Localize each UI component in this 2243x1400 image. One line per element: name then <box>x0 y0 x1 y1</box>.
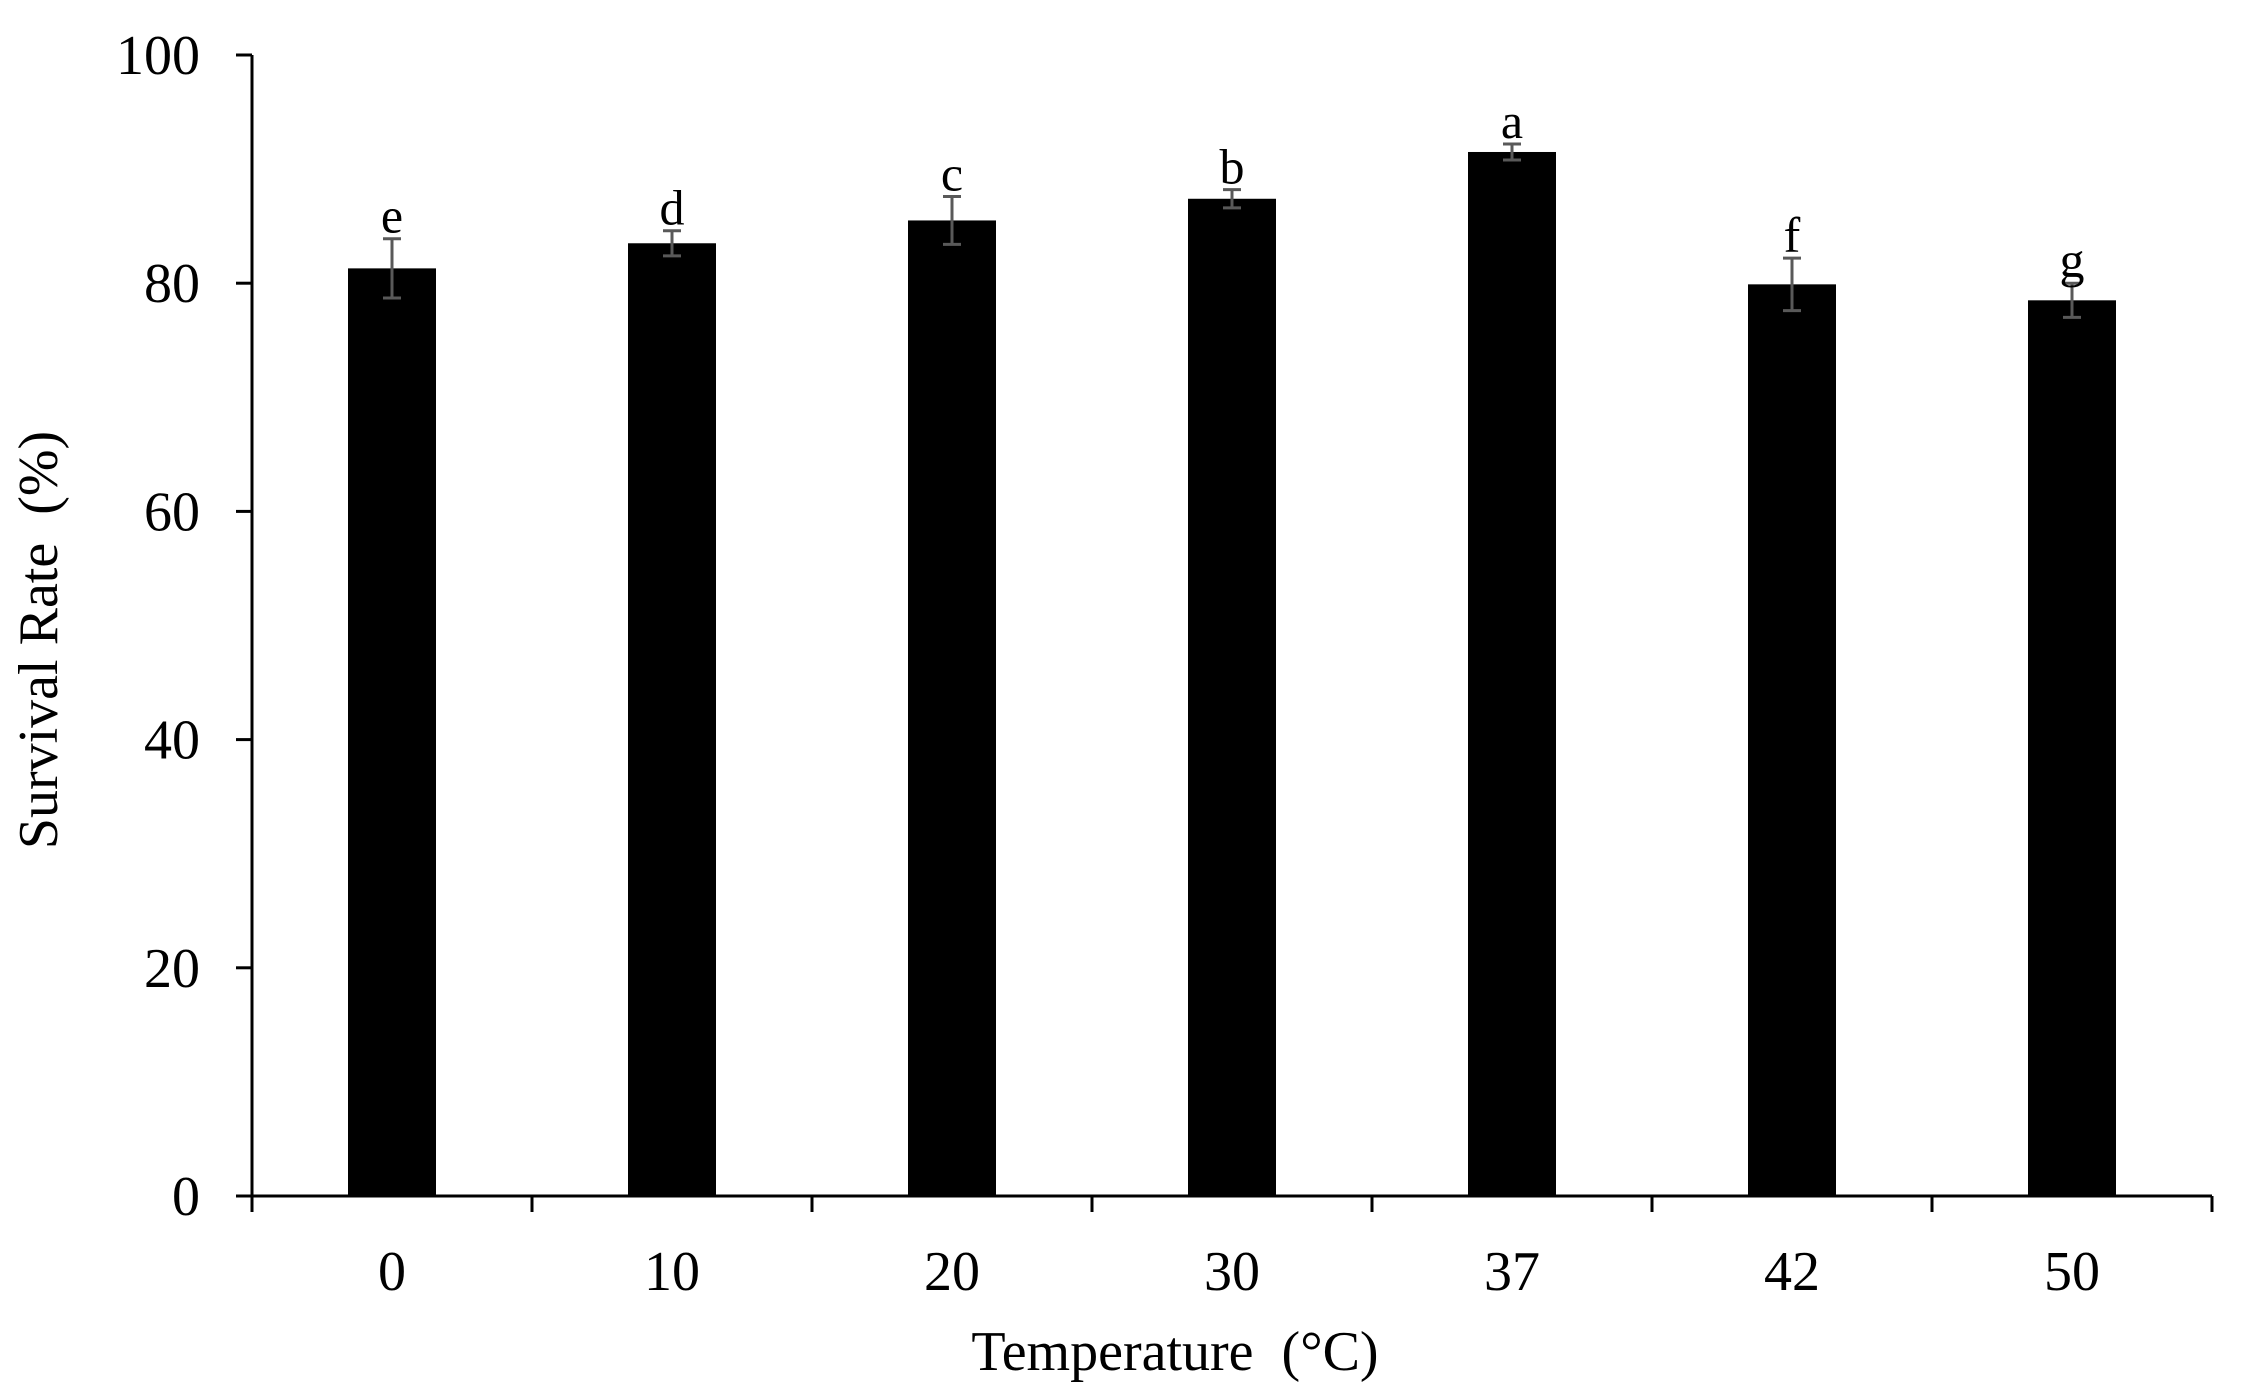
significance-label: f <box>1784 207 1801 263</box>
x-tick-label: 20 <box>924 1241 980 1303</box>
error-bar <box>2063 281 2081 319</box>
x-tick-label: 42 <box>1764 1241 1820 1303</box>
bar <box>628 243 716 1196</box>
x-tick-label: 37 <box>1484 1241 1540 1303</box>
y-tick-label: 80 <box>144 253 200 315</box>
significance-labels: e d c b a f g <box>381 93 2085 288</box>
x-tick-label: 0 <box>378 1241 406 1303</box>
x-tick-label: 10 <box>644 1241 700 1303</box>
y-axis: 0 20 40 60 80 100 <box>116 25 254 1228</box>
y-axis-title: Survival Rate (%) <box>8 431 70 849</box>
error-bar <box>663 229 681 258</box>
significance-label: d <box>660 180 685 236</box>
bar <box>1188 198 1276 1197</box>
x-tick-label: 30 <box>1204 1241 1260 1303</box>
significance-label: g <box>2060 232 2085 288</box>
bar <box>1748 284 1836 1196</box>
bar <box>908 220 996 1196</box>
error-bar <box>1783 256 1801 313</box>
y-tick-label: 20 <box>144 938 200 1000</box>
bar <box>348 268 436 1196</box>
y-tick-label: 100 <box>116 25 200 87</box>
significance-label: a <box>1501 93 1523 149</box>
bar <box>1468 151 1556 1197</box>
error-bar <box>1223 188 1241 210</box>
y-tick-label: 0 <box>172 1166 200 1228</box>
x-tick-label: 50 <box>2044 1241 2100 1303</box>
x-axis: 0 10 20 30 37 42 50 <box>250 1194 2214 1303</box>
significance-label: c <box>941 145 963 201</box>
error-bar <box>943 194 961 246</box>
error-bar <box>383 237 401 300</box>
x-axis-title: Temperature (°C) <box>971 1321 1378 1383</box>
significance-label: e <box>381 188 403 244</box>
y-tick-label: 40 <box>144 710 200 772</box>
bar <box>2028 300 2116 1196</box>
error-bars <box>383 142 2081 319</box>
error-bar <box>1503 142 1521 162</box>
y-tick-label: 60 <box>144 481 200 543</box>
significance-label: b <box>1220 139 1245 195</box>
bars <box>348 151 2116 1197</box>
